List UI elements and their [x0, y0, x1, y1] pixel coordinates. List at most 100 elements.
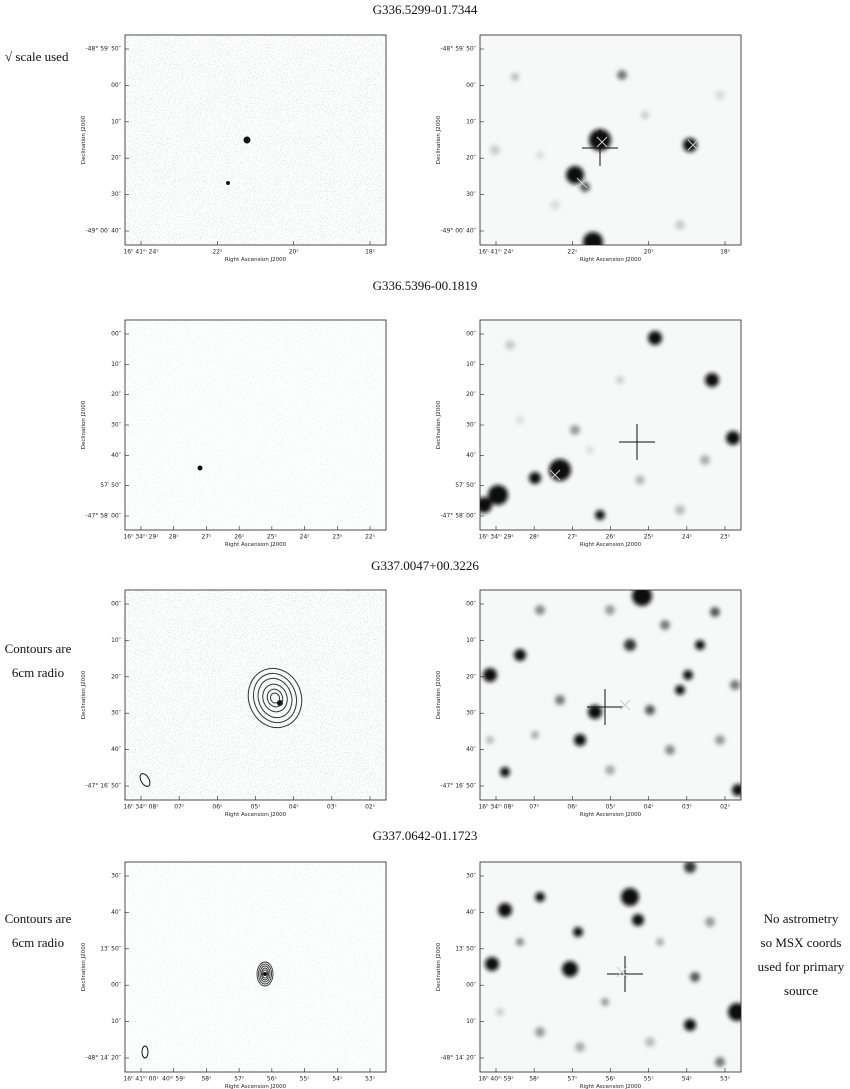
source: [715, 1057, 725, 1067]
y-tick-label: 00″: [111, 601, 122, 608]
source: [529, 472, 541, 484]
source: [197, 465, 203, 471]
contour: [258, 963, 272, 985]
y-tick-label: 10″: [111, 637, 122, 644]
source: [656, 938, 664, 946]
y-tick-label: 00″: [466, 82, 477, 89]
x-tick-label: 25ˢ: [267, 534, 277, 541]
source-mark: [619, 699, 631, 711]
y-tick-label: 10″: [466, 118, 477, 125]
frame-mask: [460, 15, 761, 35]
source-mark: [616, 966, 628, 978]
source: [516, 938, 524, 946]
source: [730, 680, 740, 690]
source-mark: [687, 139, 699, 151]
y-tick-label: -47° 58′ 00″: [86, 513, 122, 520]
contour: [261, 967, 269, 981]
y-tick-label: 13′ 50″: [455, 945, 477, 952]
image: [124, 34, 387, 246]
note: so MSX coords: [761, 935, 842, 950]
frame-mask: [460, 570, 761, 590]
frame-mask: [741, 35, 761, 245]
source: [715, 90, 725, 100]
source: [700, 455, 710, 465]
x-tick-label: 26ˢ: [234, 534, 244, 541]
x-axis-label: Right Ascension J2000: [580, 257, 642, 263]
contour: [266, 688, 284, 708]
y-tick-label: 20″: [466, 391, 477, 398]
y-tick-label: 30″: [466, 873, 477, 880]
y-tick-label: -48° 59′ 50″: [441, 46, 477, 53]
x-tick-label: 25ˢ: [644, 534, 654, 541]
source: [586, 446, 594, 454]
contour: [269, 692, 281, 704]
x-tick-label: 22ˢ: [365, 534, 375, 541]
x-tick-label: 53ˢ: [720, 1076, 730, 1083]
contour: [257, 677, 293, 719]
image: [124, 319, 387, 531]
source: [226, 181, 230, 185]
y-tick-label: 40″: [111, 452, 122, 459]
x-tick-label: 03ˢ: [682, 804, 692, 811]
row-title: G337.0642-01.1723: [373, 828, 478, 843]
image-bg: [480, 590, 741, 800]
note: 6cm radio: [12, 665, 64, 680]
row-title: G337.0047+00.3226: [371, 558, 479, 573]
y-tick-label: -47° 16′ 50″: [441, 783, 477, 790]
row-title: G336.5299-01.7344: [373, 2, 478, 17]
x-tick-label: 16ʰ 41ᵐ 24ˢ: [123, 249, 158, 256]
y-tick-label: 40″: [466, 452, 477, 459]
frame-mask: [460, 245, 761, 265]
frame-mask: [460, 1072, 761, 1089]
source: [683, 138, 697, 152]
x-tick-label: 16ʰ 34ᵐ 29ˢ: [478, 534, 513, 541]
source: [500, 767, 510, 777]
x-tick-label: 22ˢ: [567, 249, 577, 256]
x-tick-label: 28ˢ: [169, 534, 179, 541]
x-tick-label: 18ˢ: [720, 249, 730, 256]
source: [580, 182, 590, 192]
x-tick-label: 04ˢ: [289, 804, 299, 811]
contour: [256, 961, 274, 987]
source: [621, 888, 639, 906]
x-axis-label: Right Ascension J2000: [225, 1084, 287, 1089]
y-tick-label: -47° 58′ 00″: [441, 513, 477, 520]
x-tick-label: 27ˢ: [567, 534, 577, 541]
y-tick-label: 10″: [466, 1018, 477, 1025]
source: [645, 1037, 655, 1047]
source: [555, 695, 565, 705]
y-tick-label: 20″: [466, 155, 477, 162]
source: [710, 607, 720, 617]
y-tick-label: 40″: [466, 746, 477, 753]
source: [632, 586, 652, 606]
source: [705, 373, 719, 387]
x-tick-label: 02ˢ: [720, 804, 730, 811]
x-tick-label: 03ˢ: [327, 804, 337, 811]
source: [243, 136, 251, 144]
x-tick-label: 07ˢ: [529, 804, 539, 811]
y-tick-label: -48° 59′ 50″: [86, 46, 122, 53]
source: [573, 927, 583, 937]
source: [675, 220, 685, 230]
source: [684, 861, 696, 873]
note: 6cm radio: [12, 935, 64, 950]
noise-image: [125, 862, 386, 1072]
image: [460, 300, 761, 550]
source: [690, 972, 700, 982]
image: [460, 570, 761, 820]
x-tick-label: 16ʰ 41ᵐ 00ˢ: [123, 1076, 158, 1083]
y-tick-label: 30″: [466, 710, 477, 717]
source: [486, 736, 494, 744]
image: [460, 842, 761, 1089]
x-tick-label: 04ˢ: [644, 804, 654, 811]
y-tick-label: 40″: [111, 909, 122, 916]
source: [516, 416, 524, 424]
x-tick-label: 16ʰ 40ᵐ 59ˢ: [478, 1076, 513, 1083]
source: [263, 972, 267, 976]
x-tick-label: 54ˢ: [682, 1076, 692, 1083]
y-tick-label: 30″: [466, 191, 477, 198]
y-tick-label: 30″: [466, 422, 477, 429]
x-tick-label: 05ˢ: [606, 804, 616, 811]
source: [648, 331, 662, 345]
